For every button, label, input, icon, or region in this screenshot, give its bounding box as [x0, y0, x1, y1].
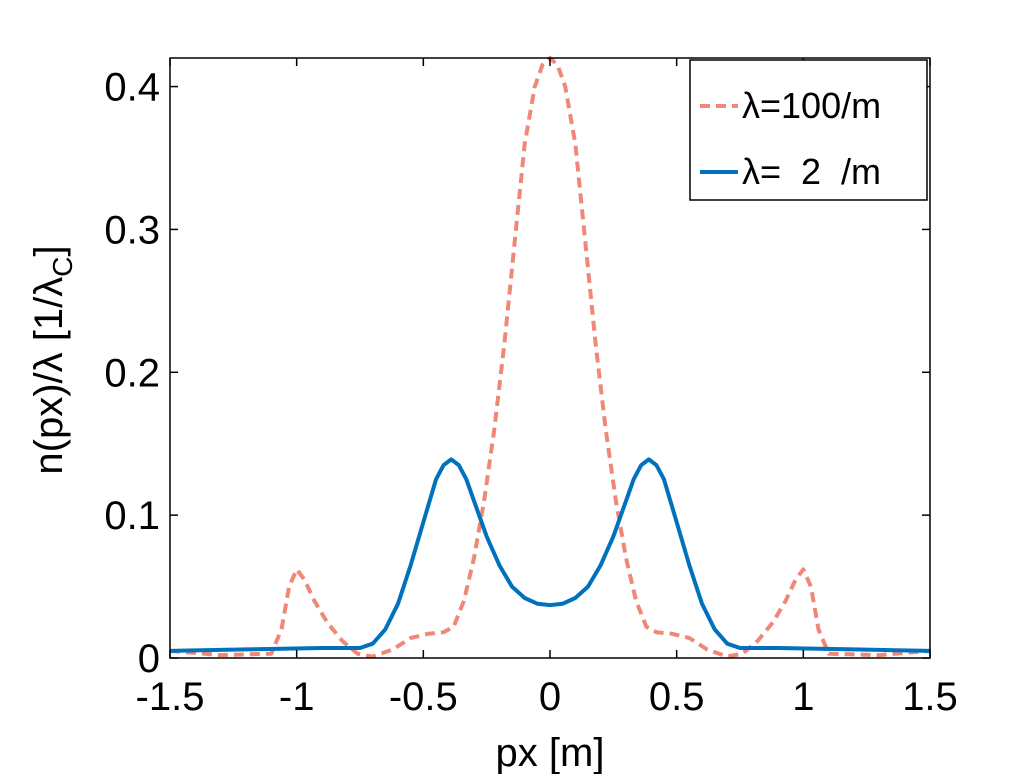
- y-tick-label: 0.1: [104, 494, 160, 538]
- x-tick-label: 1: [792, 675, 814, 719]
- x-tick-label: -0.5: [389, 675, 458, 719]
- legend-box: [689, 59, 928, 201]
- legend-label-lambda-2: λ= 2 /m: [742, 151, 881, 192]
- y-tick-label: 0: [138, 637, 160, 681]
- x-tick-label: -1.5: [136, 675, 205, 719]
- y-tick-label: 0.3: [104, 208, 160, 252]
- series-line-lambda-2: [169, 457, 931, 653]
- legend: λ=100/m λ= 2 /m: [689, 59, 928, 201]
- y-tick-label: 0.4: [104, 66, 160, 110]
- tick-label-layer: -1.5 -1 -0.5 0 0.5 1 1.5 0 0.1 0.2 0.3 0.4: [104, 66, 957, 719]
- x-tick-label: 0: [539, 675, 561, 719]
- y-tick-label: 0.2: [104, 351, 160, 395]
- y-axis-title-subscript: C: [47, 257, 78, 277]
- x-axis-title: px [m]: [496, 731, 605, 774]
- x-tick-label: 1.5: [902, 675, 958, 719]
- x-tick-label: 0.5: [649, 675, 705, 719]
- x-tick-label: -1: [279, 675, 315, 719]
- y-axis-title: n(px)/λ [1/λC]: [27, 245, 78, 474]
- legend-label-lambda-100: λ=100/m: [742, 85, 881, 126]
- y-axis-title-end: ]: [27, 245, 71, 256]
